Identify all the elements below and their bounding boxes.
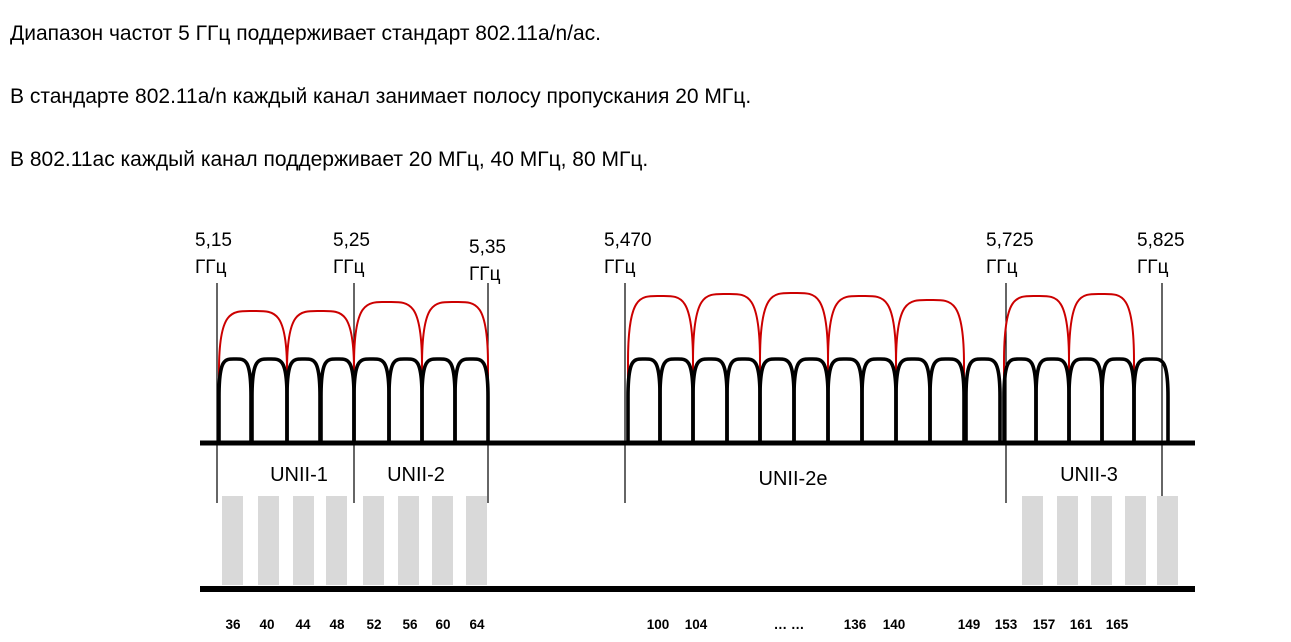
channel-label-140: 140 — [883, 617, 906, 632]
channel-20mhz-arch-17 — [894, 357, 932, 443]
channel-label-ellipsis: … … — [774, 617, 805, 632]
channel-label-165: 165 — [1106, 617, 1129, 632]
channel-block-4 — [326, 496, 347, 585]
channel-20mhz-arch-24 — [1132, 357, 1170, 443]
channel-block-10 — [1057, 496, 1078, 585]
channel-40mhz-arch-6 — [692, 292, 761, 443]
channel-label-36: 36 — [225, 617, 241, 632]
channel-20mhz-arch-4 — [319, 357, 356, 443]
channel-label-149: 149 — [958, 617, 981, 632]
channel-20mhz-arch-6 — [387, 357, 424, 443]
channel-20mhz-arch-9 — [626, 357, 662, 443]
freq-label-5-15: 5,15 — [195, 230, 232, 251]
channel-block-5 — [363, 496, 384, 585]
channel-block-3 — [293, 496, 314, 585]
freq-unit-5-825: ГГц — [1137, 257, 1169, 278]
freq-label-5-35: 5,35 — [469, 237, 506, 258]
channel-20mhz-arch-3 — [285, 357, 322, 443]
channel-label-157: 157 — [1033, 617, 1056, 632]
channel-20mhz-arch-13 — [758, 357, 796, 443]
channel-label-64: 64 — [469, 617, 485, 632]
channel-block-7 — [432, 496, 453, 585]
freq-unit-5-470: ГГц — [604, 257, 636, 278]
band-label-unii-2e: UNII-2e — [759, 468, 828, 490]
channel-20mhz-arch-22 — [1067, 357, 1104, 443]
channel-40mhz-arch-4 — [421, 300, 489, 443]
channel-block-8 — [466, 496, 487, 585]
channel-20mhz-arch-14 — [792, 357, 830, 443]
channel-20mhz-arch-12 — [725, 357, 762, 443]
channel-label-48: 48 — [329, 617, 345, 632]
text-line-3: В 802.11ac каждый канал поддерживает 20 … — [10, 148, 649, 171]
channel-20mhz-arch-23 — [1100, 357, 1136, 443]
channel-20mhz-arch-18 — [928, 357, 966, 443]
channel-label-104: 104 — [685, 617, 708, 632]
band-label-unii-2: UNII-2 — [387, 464, 445, 486]
channel-20mhz-arch-7 — [420, 357, 457, 443]
freq-unit-5-35: ГГц — [469, 264, 501, 285]
channel-20mhz-arch-21 — [1034, 357, 1071, 443]
channel-20mhz-arch-10 — [658, 357, 695, 443]
freq-unit-5-25: ГГц — [333, 257, 365, 278]
channel-label-44: 44 — [295, 617, 311, 632]
channel-40mhz-arch-7 — [759, 291, 829, 443]
channel-block-9 — [1022, 496, 1043, 585]
channel-20mhz-arch-8 — [453, 357, 490, 443]
band-labels: UNII-1 UNII-2 UNII-2e UNII-3 — [270, 464, 1118, 490]
channel-40mhz-arch-9 — [895, 298, 965, 443]
channel-20mhz-arch-15 — [826, 357, 864, 443]
channel-block-12 — [1125, 496, 1146, 585]
channel-40mhz-arch-1 — [218, 309, 288, 443]
freq-unit-5-725: ГГц — [986, 257, 1018, 278]
channel-40mhz-arch-2 — [286, 309, 355, 443]
channel-20mhz-arch-19 — [964, 357, 1002, 443]
channel-40mhz-arch-8 — [827, 294, 897, 443]
text-line-2: В стандарте 802.11a/n каждый канал заним… — [10, 85, 752, 108]
channel-block-1 — [222, 496, 243, 585]
channel-block-13 — [1157, 496, 1178, 585]
channel-label-52: 52 — [366, 617, 381, 632]
channel-label-40: 40 — [259, 617, 274, 632]
freq-label-5-825: 5,825 — [1137, 230, 1185, 251]
channel-labels: 36 40 44 48 52 56 60 64 100 104 … … 136 … — [225, 617, 1128, 632]
channel-20mhz-arch-11 — [691, 357, 729, 443]
channel-label-56: 56 — [402, 617, 418, 632]
channel-20mhz-arch-16 — [860, 357, 898, 443]
channel-20mhz-arch-5 — [352, 357, 391, 443]
channel-40mhz-arch-11 — [1068, 292, 1135, 443]
channel-block-2 — [258, 496, 279, 585]
text-line-1: Диапазон частот 5 ГГц поддерживает станд… — [10, 22, 601, 45]
channel-label-100: 100 — [647, 617, 670, 632]
channel-40mhz-arch-3 — [353, 300, 423, 443]
freq-label-5-470: 5,470 — [604, 230, 652, 251]
freq-label-5-25: 5,25 — [333, 230, 370, 251]
channel-label-161: 161 — [1070, 617, 1093, 632]
channel-20mhz-arch-1 — [217, 357, 253, 443]
channel-20mhz-curves — [217, 357, 1170, 443]
channel-label-153: 153 — [995, 617, 1018, 632]
channel-20mhz-arch-20 — [1002, 357, 1038, 443]
channel-40mhz-arch-5 — [627, 294, 694, 443]
freq-label-5-725: 5,725 — [986, 230, 1034, 251]
channel-label-136: 136 — [844, 617, 867, 632]
channel-40mhz-arch-10 — [1003, 294, 1070, 443]
channel-20mhz-arch-2 — [250, 357, 289, 443]
band-label-unii-1: UNII-1 — [270, 464, 328, 486]
frequency-marker-labels: 5,15 ГГц 5,25 ГГц 5,35 ГГц 5,470 ГГц 5,7… — [195, 230, 1185, 285]
channel-blocks — [222, 496, 1178, 585]
band-label-unii-3: UNII-3 — [1060, 464, 1118, 486]
channel-block-6 — [398, 496, 419, 585]
freq-unit-5-15: ГГц — [195, 257, 227, 278]
channel-block-11 — [1091, 496, 1112, 585]
channel-label-60: 60 — [435, 617, 450, 632]
channel-40mhz-curves — [218, 291, 1135, 443]
